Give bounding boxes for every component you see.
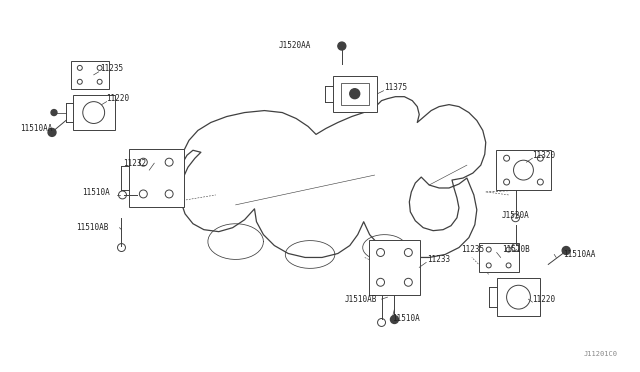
Text: 11510AA: 11510AA	[20, 124, 52, 133]
Text: 11510B: 11510B	[502, 245, 529, 254]
Bar	[333, 76, 376, 112]
Bar	[129, 149, 184, 207]
Text: 11320: 11320	[532, 151, 556, 160]
Bar	[369, 240, 420, 295]
Text: 11235: 11235	[461, 245, 484, 254]
Circle shape	[48, 128, 56, 137]
Text: J11201C0: J11201C0	[584, 351, 618, 357]
Circle shape	[562, 247, 570, 254]
Text: 11220: 11220	[532, 295, 556, 304]
Bar	[497, 278, 540, 316]
Circle shape	[390, 315, 399, 324]
Circle shape	[350, 89, 360, 99]
Text: 11220: 11220	[107, 94, 130, 103]
Text: J1510AB: J1510AB	[345, 295, 377, 304]
Bar	[73, 95, 115, 131]
Bar	[479, 243, 518, 272]
Text: 11235: 11235	[100, 64, 123, 73]
Text: 11510A: 11510A	[392, 314, 420, 324]
Circle shape	[338, 42, 346, 50]
Text: 11233: 11233	[427, 255, 451, 264]
Bar	[341, 83, 369, 105]
Bar	[71, 61, 109, 89]
Circle shape	[51, 110, 57, 116]
Text: 11510A: 11510A	[82, 189, 109, 198]
Text: J1520A: J1520A	[502, 211, 529, 220]
Text: 11375: 11375	[385, 83, 408, 92]
Bar	[495, 150, 551, 190]
Text: 11232: 11232	[124, 159, 147, 168]
Text: J1520AA: J1520AA	[278, 41, 310, 49]
Text: 11510AA: 11510AA	[563, 250, 596, 259]
Text: 11510AB: 11510AB	[76, 223, 108, 232]
